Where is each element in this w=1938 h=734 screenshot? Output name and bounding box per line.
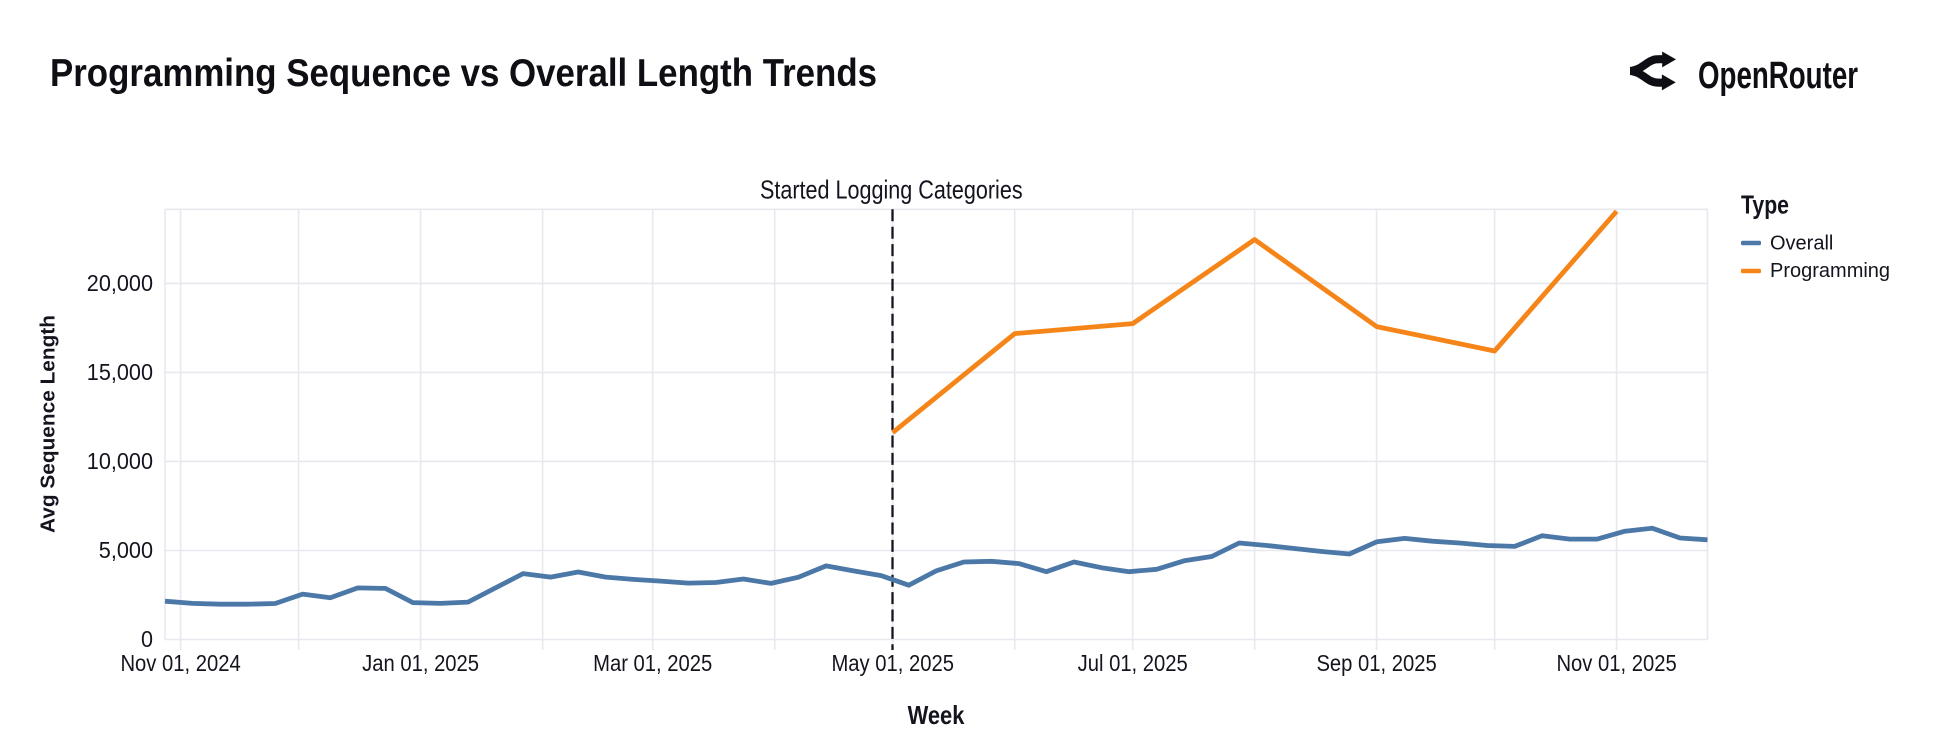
svg-text:Mar 01, 2025: Mar 01, 2025 [593,650,712,676]
svg-text:Avg Sequence Length: Avg Sequence Length [38,315,60,533]
svg-text:Started Logging Categories: Started Logging Categories [760,175,1023,205]
svg-text:Type: Type [1741,190,1789,220]
svg-text:Overall: Overall [1770,233,1833,255]
svg-text:10,000: 10,000 [87,448,153,474]
svg-text:20,000: 20,000 [87,270,153,296]
svg-text:Week: Week [908,700,965,730]
svg-text:OpenRouter: OpenRouter [1698,55,1858,97]
svg-text:Jan 01, 2025: Jan 01, 2025 [362,650,479,676]
svg-text:Nov 01, 2024: Nov 01, 2024 [120,650,240,676]
svg-text:May 01, 2025: May 01, 2025 [831,650,954,676]
svg-text:Sep 01, 2025: Sep 01, 2025 [1316,650,1436,676]
svg-text:Programming Sequence vs Overal: Programming Sequence vs Overall Length T… [50,52,877,95]
svg-text:Jul 01, 2025: Jul 01, 2025 [1078,650,1188,676]
svg-text:5,000: 5,000 [99,537,153,563]
svg-text:Programming: Programming [1770,260,1890,282]
svg-text:15,000: 15,000 [87,359,153,385]
svg-text:Nov 01, 2025: Nov 01, 2025 [1556,650,1676,676]
svg-text:0: 0 [141,626,153,652]
